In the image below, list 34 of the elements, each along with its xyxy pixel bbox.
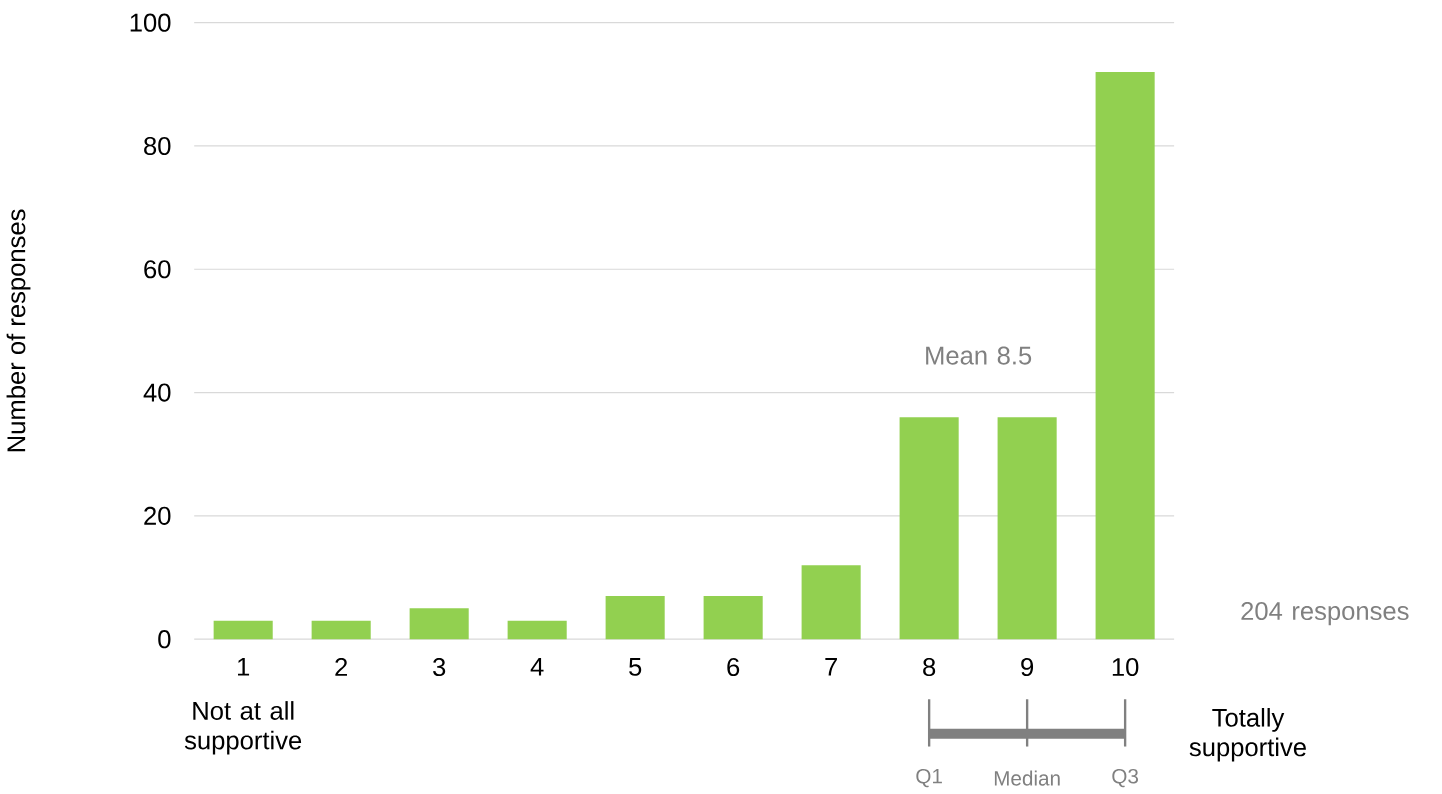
text: 204 responses xyxy=(1241,602,1409,626)
y-axis-title: Number of responses xyxy=(6,209,31,452)
annotation: Mean 8.5 xyxy=(926,346,1032,365)
bar xyxy=(801,565,861,640)
annotation: Median xyxy=(994,770,1060,786)
bar xyxy=(311,620,371,640)
y-tick-label: 60 xyxy=(144,260,171,279)
x-tick-label: 6 xyxy=(727,658,740,677)
x-tick-label: 2 xyxy=(335,658,347,676)
bar xyxy=(605,596,665,640)
annotation: Q1 xyxy=(916,768,942,788)
x-tick-label: 4 xyxy=(530,658,544,676)
y-tick-label: 80 xyxy=(144,137,171,156)
bar xyxy=(703,596,763,640)
y-tick-label: 100 xyxy=(130,13,171,32)
annotation: Q3 xyxy=(1112,768,1139,788)
bar xyxy=(997,417,1057,640)
x-tick-label: 3 xyxy=(433,658,446,677)
text: Not at all supportive xyxy=(184,701,302,755)
y-tick-label: 0 xyxy=(158,630,171,649)
y-tick-label: 20 xyxy=(144,506,171,526)
bar xyxy=(213,620,273,640)
x-tick-label: 9 xyxy=(1021,658,1034,677)
x-tick-label: 10 xyxy=(1112,658,1139,677)
x-tick-label: 7 xyxy=(825,658,837,676)
bar xyxy=(899,417,959,640)
bar xyxy=(1095,72,1155,640)
x-tick-label: 5 xyxy=(629,658,642,676)
bar xyxy=(507,620,567,640)
y-tick-label: 40 xyxy=(143,383,171,402)
x-tick-label: 1 xyxy=(238,658,250,676)
x-tick-label: 8 xyxy=(923,658,936,677)
bar xyxy=(409,608,469,640)
text: Totally supportive xyxy=(1189,708,1306,762)
